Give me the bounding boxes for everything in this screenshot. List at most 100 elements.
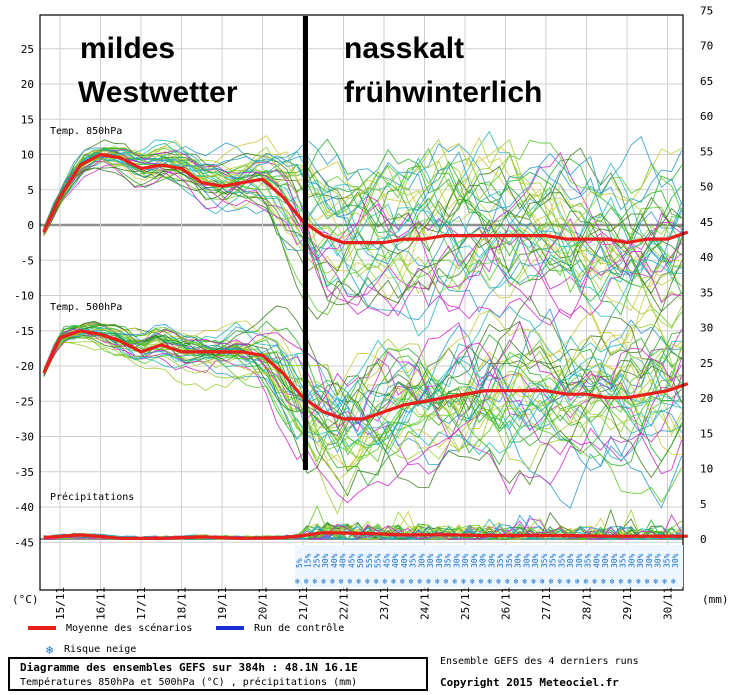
right-tick-label: 5	[700, 498, 707, 511]
date-tick-label: 30/11	[662, 587, 675, 620]
snowflake-icon: ❄	[321, 577, 326, 586]
snowflake-icon: ❄	[645, 577, 650, 586]
snow-risk-row: 5%❄15%❄25%❄30%❄40%❄40%❄45%❄50%❄55%❄55%❄4…	[295, 545, 683, 587]
ensemble-member-line	[43, 329, 682, 469]
panel-label-precip: Précipitations	[50, 491, 134, 503]
snow-risk-percent: 30%	[417, 553, 426, 568]
legend-mean-swatch	[28, 626, 56, 630]
ensemble-member-line	[43, 136, 683, 237]
snow-risk-percent: 35%	[540, 553, 549, 568]
snow-risk-percent: 30%	[321, 553, 330, 568]
date-tick-label: 18/11	[176, 587, 189, 620]
plot-frame	[39, 14, 684, 591]
snowflake-icon: ❄	[444, 577, 449, 586]
snowflake-icon: ❄	[382, 577, 387, 586]
snow-risk-percent: 30%	[426, 553, 435, 568]
right-tick-label: 25	[700, 357, 713, 370]
snow-risk-percent: 5%	[295, 558, 304, 568]
snowflake-icon: ❄	[619, 577, 624, 586]
ensemble-member-line	[43, 138, 682, 252]
legend-snow-label: Risque neige	[64, 644, 137, 655]
mean-lines	[42, 152, 689, 540]
legend-control-swatch	[216, 626, 244, 630]
snow-risk-percent: 25%	[312, 553, 321, 568]
legend-mean-label: Moyenne des scénarios	[66, 623, 193, 634]
snow-risk-percent: 30%	[671, 553, 680, 568]
snow-risk-percent: 40%	[330, 553, 339, 568]
snowflake-icon: ❄	[391, 577, 396, 586]
right-tick-label: 55	[700, 145, 713, 158]
ensemble-member-line	[43, 323, 683, 515]
annotation-left-line1: mildes	[80, 32, 175, 65]
ensemble-member-line	[43, 155, 682, 319]
ensemble-member-line	[43, 139, 683, 233]
right-tick-label: 45	[700, 216, 713, 229]
snow-risk-percent: 45%	[382, 553, 391, 568]
snowflake-icon: ❄	[295, 577, 300, 586]
snow-risk-percent: 30%	[627, 553, 636, 568]
snowflake-icon: ❄	[549, 577, 554, 586]
left-tick-label: -30	[14, 431, 34, 444]
snow-risk-percent: 30%	[470, 553, 479, 568]
ensemble-member-line	[43, 167, 682, 309]
snow-risk-percent: 30%	[435, 553, 444, 568]
ensemble-member-line	[43, 334, 682, 427]
regime-divider-line	[303, 16, 308, 470]
panel-label-500: Temp. 500hPa	[50, 302, 122, 313]
right-tick-label: 75	[700, 4, 713, 17]
snowflake-icon: ❄	[409, 577, 414, 586]
left-tick-label: 0	[27, 219, 34, 232]
mean-series-line	[43, 531, 688, 540]
ensemble-member-line	[43, 332, 683, 462]
snowflake-icon: ❄	[627, 577, 632, 586]
snow-risk-percent: 35%	[549, 553, 558, 568]
snow-risk-percent: 35%	[409, 553, 418, 568]
snowflake-icon: ❄	[304, 577, 309, 586]
right-tick-label: 10	[700, 463, 713, 476]
snow-risk-percent: 40%	[592, 553, 601, 568]
left-tick-label: 10	[21, 149, 34, 162]
date-tick-label: 23/11	[378, 587, 391, 620]
left-tick-label: 25	[21, 43, 34, 56]
copyright: Copyright 2015 Meteociel.fr	[440, 676, 619, 689]
snowflake-icon: ❄	[610, 577, 615, 586]
snowflake-icon: ❄	[505, 577, 510, 586]
snowflake-icon: ❄	[400, 577, 405, 586]
right-tick-label: 35	[700, 286, 713, 299]
snow-risk-percent: 30%	[654, 553, 663, 568]
right-tick-label: 20	[700, 392, 713, 405]
right-tick-label: 30	[700, 322, 713, 335]
snowflake-icon: ❄	[557, 577, 562, 586]
runs-note: Ensemble GEFS des 4 derniers runs	[440, 656, 639, 667]
date-tick-label: 16/11	[95, 587, 108, 620]
ensemble-member-line	[43, 326, 682, 441]
snowflake-icon: ❄	[566, 577, 571, 586]
snowflake-icon: ❄	[496, 577, 501, 586]
snow-risk-percent: 30%	[461, 553, 470, 568]
snowflake-icon: ❄	[312, 577, 317, 586]
snowflake-icon: ❄	[584, 577, 589, 586]
annotation-right-line2: frühwinterlich	[344, 76, 542, 109]
date-tick-label: 24/11	[419, 587, 432, 620]
left-tick-label: -15	[14, 325, 34, 338]
ensemble-member-line	[43, 325, 683, 458]
snow-risk-percent: 30%	[601, 553, 610, 568]
ensemble-member-line	[43, 138, 683, 288]
snowflake-icon: ❄	[435, 577, 440, 586]
footer-box: Diagramme des ensembles GEFS sur 384h : …	[8, 657, 428, 691]
left-tick-label: 5	[27, 184, 34, 197]
ensemble-member-line	[43, 152, 682, 302]
ensemble-member-line	[43, 341, 683, 451]
snowflake-icon: ❄	[531, 577, 536, 586]
snow-risk-percent: 40%	[339, 553, 348, 568]
right-tick-label: 40	[700, 251, 713, 264]
date-tick-label: 19/11	[216, 587, 229, 620]
snow-risk-percent: 30%	[645, 553, 654, 568]
ensemble-member-line	[43, 142, 682, 298]
snow-risk-percent: 35%	[662, 553, 671, 568]
ensemble-member-line	[43, 142, 682, 237]
ensemble-member-line	[43, 139, 682, 317]
axes: 2520151050-5-10-15-20-25-30-35-40-457570…	[14, 4, 713, 620]
snow-risk-percent: 45%	[347, 553, 356, 568]
ensemble-member-line	[43, 330, 683, 475]
